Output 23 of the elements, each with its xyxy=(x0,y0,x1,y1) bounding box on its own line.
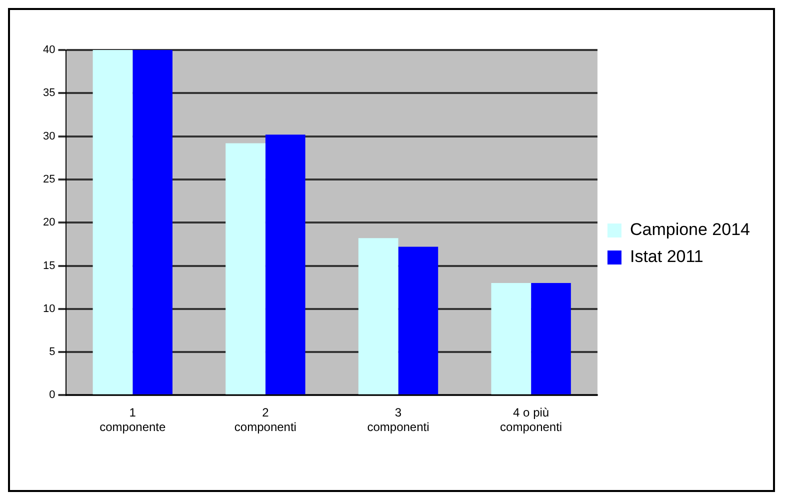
x-tick-label: 3 componenti xyxy=(367,406,430,434)
y-tick-label: 25 xyxy=(42,173,56,186)
bar xyxy=(226,143,266,394)
y-tick-label: 35 xyxy=(42,87,56,100)
bar xyxy=(531,283,571,394)
bar xyxy=(265,134,306,394)
y-tick-label: 10 xyxy=(42,302,56,315)
y-tick-label: 40 xyxy=(42,44,56,56)
y-tick-label: 5 xyxy=(49,346,56,358)
legend-label: Istat 2011 xyxy=(630,247,704,266)
y-tick-label: 15 xyxy=(42,260,56,272)
x-tick-label: 2 componenti xyxy=(234,406,296,434)
bar xyxy=(358,238,398,394)
x-tick-label: 1 componente xyxy=(100,406,166,434)
bar xyxy=(491,283,532,394)
bar xyxy=(398,246,438,394)
x-tick-label: 4 o più componenti xyxy=(500,406,562,434)
legend-label: Campione 2014 xyxy=(630,220,750,240)
bar xyxy=(132,50,172,394)
y-tick-label: 30 xyxy=(42,130,56,142)
y-tick-label: 20 xyxy=(42,216,56,229)
y-tick-label: 0 xyxy=(49,389,56,402)
bar xyxy=(92,50,133,394)
